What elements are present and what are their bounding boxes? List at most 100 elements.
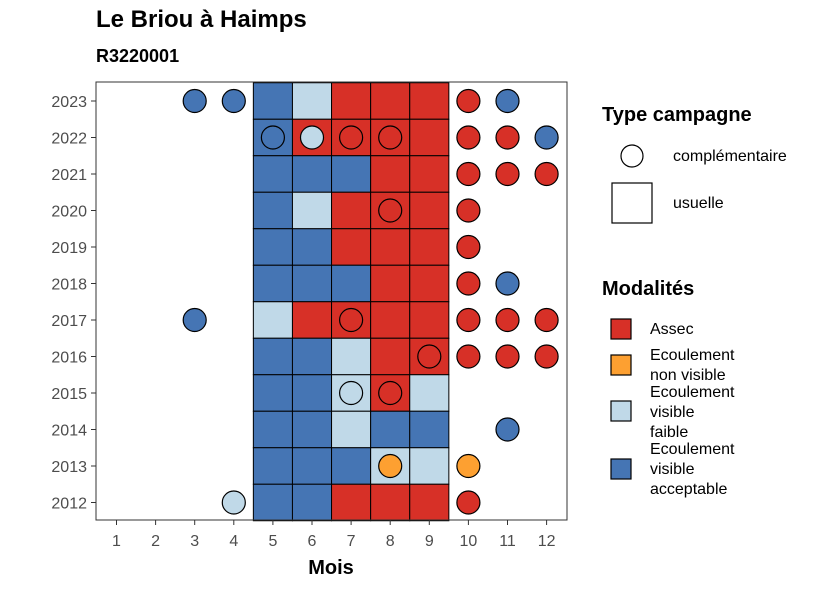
x-tick-label-2: 2 <box>151 533 160 550</box>
complementaire-point-2016-9 <box>417 344 442 369</box>
complementaire-point-2016-11 <box>495 344 520 369</box>
complementaire-point-2021-10 <box>456 161 481 187</box>
usuelle-cell-2012-9 <box>409 483 450 522</box>
complementaire-point-2023-11 <box>495 88 520 114</box>
x-axis: 1 2 3 4 5 6 7 8 9 10 11 12 <box>112 520 556 550</box>
legend-assec-label: Assec <box>650 321 694 338</box>
complementaire-point-2017-12 <box>534 307 559 333</box>
usuelle-cell-2021-7 <box>331 155 372 193</box>
usuelle-cell-2017-8 <box>370 301 411 339</box>
usuelle-cell-2019-6 <box>291 228 333 266</box>
complementaire-point-2022-8 <box>378 125 403 150</box>
complementaire-point-2017-11 <box>495 307 520 333</box>
usuelle-cell-2019-8 <box>370 228 411 266</box>
y-tick-label-2015: 2015 <box>51 386 87 403</box>
x-tick-label-3: 3 <box>190 533 199 550</box>
usuelle-cell-2020-9 <box>409 191 450 230</box>
usuelle-cell-2023-5 <box>252 82 293 120</box>
usuelle-cell-2021-6 <box>291 155 333 193</box>
complementaire-point-2022-12 <box>534 125 559 150</box>
x-tick-label-7: 7 <box>347 533 356 550</box>
legend-key-usuelle <box>611 182 653 224</box>
complementaire-point-2019-10 <box>456 234 481 260</box>
complementaire-point-2017-10 <box>456 307 481 333</box>
x-tick-label-1: 1 <box>112 533 121 550</box>
y-tick-label-2017: 2017 <box>51 313 87 330</box>
x-tick-label-6: 6 <box>308 533 317 550</box>
usuelle-cell-2018-7 <box>331 264 372 303</box>
usuelle-cell-2014-8 <box>370 410 411 449</box>
usuelle-cell-2015-9 <box>409 374 450 412</box>
panel-border <box>95 81 568 521</box>
usuelle-cell-2015-6 <box>291 374 333 412</box>
complementaire-point-2013-8 <box>378 453 403 479</box>
usuelle-cell-2017-6 <box>291 301 333 339</box>
usuelle-cell-2013-5 <box>252 447 293 485</box>
complementaire-point-2017-7 <box>339 307 364 333</box>
usuelle-cell-2016-6 <box>291 337 333 376</box>
complementaire-point-2014-11 <box>495 417 520 442</box>
complementaire-point-2023-4 <box>221 88 246 114</box>
usuelle-cell-2014-6 <box>291 410 333 449</box>
y-tick-label-2014: 2014 <box>51 423 87 440</box>
complementaire-point-2020-8 <box>378 198 403 223</box>
usuelle-cell-2022-9 <box>409 118 450 157</box>
usuelle-cell-2018-9 <box>409 264 450 303</box>
x-tick-label-11: 11 <box>499 533 516 550</box>
usuelle-cell-2021-8 <box>370 155 411 193</box>
usuelle-cell-2014-7 <box>331 410 372 449</box>
legend-type-title: Type campagne <box>602 104 752 126</box>
complementaire-point-2022-11 <box>495 125 520 150</box>
usuelle-cell-2017-9 <box>409 301 450 339</box>
usuelle-cell-2012-5 <box>252 483 293 522</box>
legend-key-ecoulement-non-visible <box>610 354 632 376</box>
x-tick-label-5: 5 <box>268 533 277 550</box>
y-tick-label-2012: 2012 <box>51 496 87 513</box>
chart-title: Le Briou à Haimps <box>96 6 307 33</box>
complementaire-point-2016-10 <box>456 344 481 369</box>
complementaire-point-2022-5 <box>260 125 285 150</box>
legend-ecoulement-non-visible-label: Ecoulement non visible <box>650 347 735 384</box>
legend-key-ecoulement-visible-acceptable <box>610 458 632 480</box>
usuelle-cell-2016-8 <box>370 337 411 376</box>
complementaire-point-2015-7 <box>339 380 364 406</box>
y-tick-label-2023: 2023 <box>51 94 87 111</box>
complementaire-point-2022-10 <box>456 125 481 150</box>
legend-ecoulement-visible-faible-label: Ecoulement visible faible <box>650 384 735 441</box>
legend-modalites-title: Modalités <box>602 278 695 300</box>
complementaire-point-2020-10 <box>456 198 481 223</box>
usuelle-cell-2017-5 <box>252 301 293 339</box>
usuelle-cell-2014-5 <box>252 410 293 449</box>
usuelle-cell-2015-5 <box>252 374 293 412</box>
complementaire-point-2017-3 <box>182 307 207 333</box>
legend-key-assec <box>610 318 632 340</box>
usuelle-cell-2018-8 <box>370 264 411 303</box>
legend-key-complementaire <box>620 144 644 168</box>
complementaire-point-2023-3 <box>182 88 207 114</box>
usuelle-cell-2016-5 <box>252 337 293 376</box>
y-tick-label-2018: 2018 <box>51 277 87 294</box>
usuelle-cell-2023-8 <box>370 82 411 120</box>
complementaire-point-2016-12 <box>534 344 559 369</box>
complementaire-points <box>182 88 559 515</box>
complementaire-point-2012-10 <box>456 490 481 515</box>
legend-complementaire-label: complémentaire <box>673 148 787 165</box>
complementaire-point-2013-10 <box>456 453 481 479</box>
legend-ecoulement-visible-acceptable-label: Ecoulement visible acceptable <box>650 441 735 498</box>
y-tick-label-2020: 2020 <box>51 204 87 221</box>
x-tick-label-4: 4 <box>229 533 238 550</box>
usuelle-cell-2012-6 <box>291 483 333 522</box>
complementaire-point-2018-10 <box>456 271 481 296</box>
usuelle-cell-2021-9 <box>409 155 450 193</box>
y-tick-label-2022: 2022 <box>51 131 87 148</box>
legend-key-ecoulement-visible-faible <box>610 400 632 422</box>
usuelle-cell-2023-7 <box>331 82 372 120</box>
chart-subtitle: R3220001 <box>96 46 180 66</box>
complementaire-point-2015-8 <box>378 380 403 406</box>
usuelle-cell-2012-7 <box>331 483 372 522</box>
y-tick-label-2016: 2016 <box>51 350 87 367</box>
usuelle-cell-2014-9 <box>409 410 450 449</box>
usuelle-cell-2012-8 <box>370 483 411 522</box>
complementaire-point-2022-7 <box>339 125 364 150</box>
complementaire-point-2018-11 <box>495 271 520 296</box>
